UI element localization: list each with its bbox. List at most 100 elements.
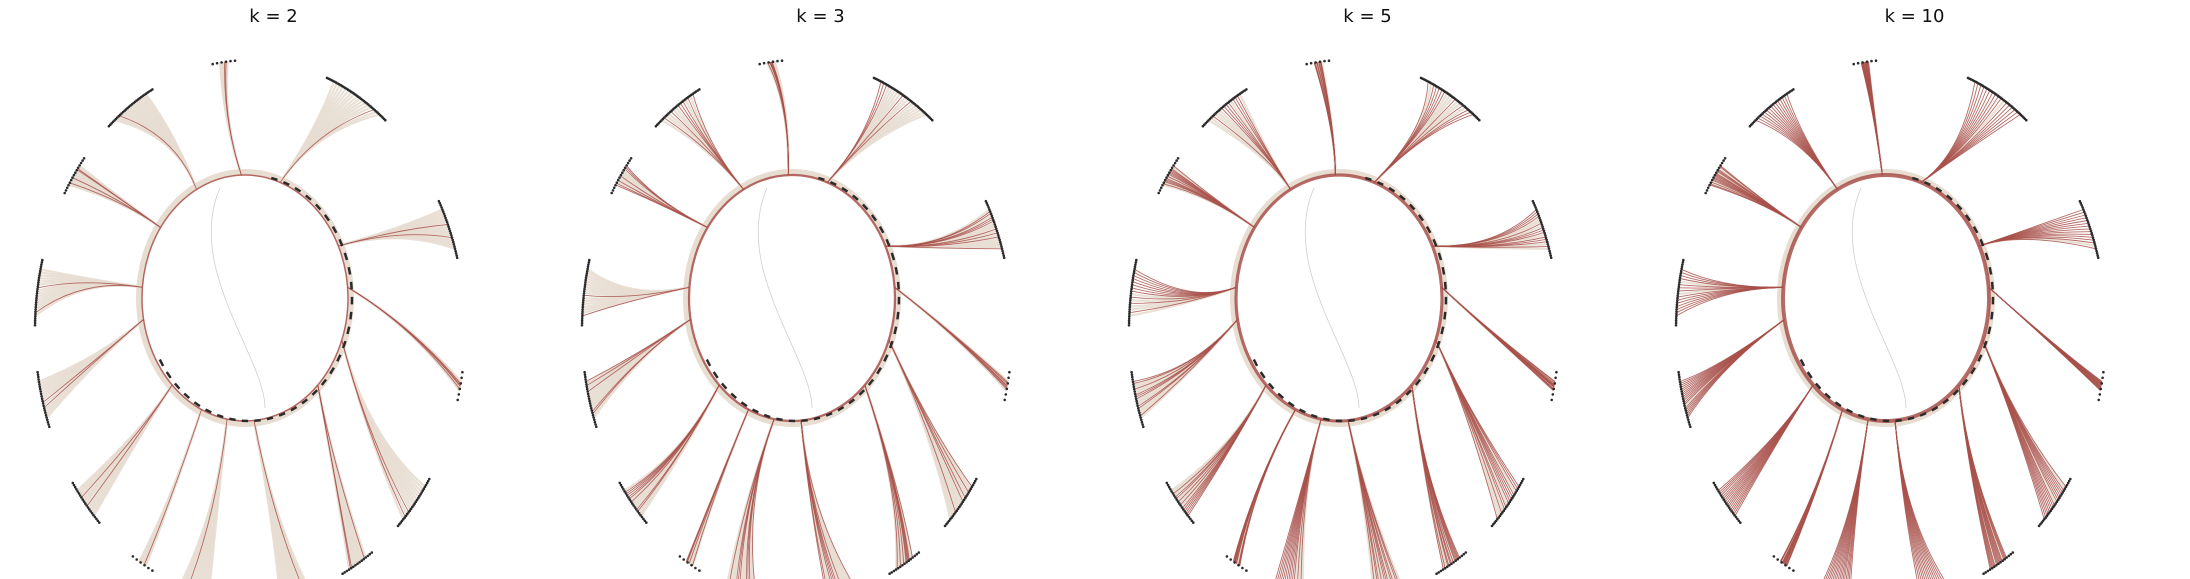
leaf-node xyxy=(2092,238,2095,242)
leaf-node xyxy=(1172,164,1175,167)
inner-node xyxy=(1870,417,1877,422)
highlighted-edge xyxy=(86,384,173,507)
highlighted-edge xyxy=(1982,339,2062,495)
inner-node xyxy=(841,186,849,193)
leaf-node xyxy=(970,485,974,489)
leaf-node xyxy=(345,569,349,573)
leaf-node xyxy=(1184,512,1188,515)
leaf-node xyxy=(587,395,590,398)
leaf-node xyxy=(1723,157,1727,160)
inner-node xyxy=(290,406,298,412)
base-edge xyxy=(893,286,1008,392)
leaf-node xyxy=(1683,406,1687,410)
leaf-node xyxy=(1704,191,1707,195)
highlighted-edge xyxy=(224,61,242,176)
leaf-node xyxy=(441,208,444,211)
leaf-node xyxy=(1679,383,1682,386)
leaf-node xyxy=(1551,393,1555,396)
leaf-node xyxy=(586,392,590,396)
leaf-node xyxy=(1165,176,1168,179)
inner-node xyxy=(1972,225,1979,234)
leaf-node xyxy=(1678,375,1681,379)
base-edge xyxy=(1981,339,2066,490)
leaf-node xyxy=(73,485,77,489)
leaf-node xyxy=(591,411,594,415)
highlighted-edge xyxy=(1187,384,1267,517)
leaf-node xyxy=(1537,214,1541,218)
leaf-node xyxy=(581,301,585,304)
leaf-node xyxy=(1140,418,1143,422)
inner-node xyxy=(851,194,859,201)
leaf-node xyxy=(992,218,995,222)
leaf-node xyxy=(439,204,443,207)
leaf-node xyxy=(1710,178,1714,182)
leaf-node xyxy=(85,504,88,507)
leaf-node xyxy=(459,382,463,385)
inner-node xyxy=(1984,252,1990,261)
leaf-node xyxy=(585,383,588,386)
leaf-node xyxy=(1128,314,1131,318)
leaf-node xyxy=(1128,301,1132,304)
inner-node xyxy=(894,266,899,275)
leaf-node xyxy=(64,189,68,192)
leaf-node xyxy=(1201,124,1205,128)
inner-node xyxy=(1430,354,1436,362)
inner-node xyxy=(1911,176,1919,181)
leaf-node xyxy=(78,164,81,167)
leaf-node xyxy=(992,221,996,224)
base-edge xyxy=(347,286,461,389)
highlighted-edge xyxy=(338,224,448,247)
leaf-node xyxy=(999,243,1003,246)
leaf-node xyxy=(88,508,91,511)
leaf-node xyxy=(1128,305,1132,309)
leaf-node xyxy=(1679,272,1683,275)
leaf-node xyxy=(42,404,45,408)
leaf-node xyxy=(36,370,39,374)
leaf-node xyxy=(997,234,1000,237)
leaf-node xyxy=(1678,278,1681,282)
leaf-node xyxy=(1458,556,1461,559)
leaf-node xyxy=(76,166,80,170)
leaf-node xyxy=(1135,258,1138,262)
leaf-node xyxy=(1170,166,1174,170)
interior-edge xyxy=(757,187,813,409)
leaf-node xyxy=(2064,485,2068,489)
leaf-node xyxy=(40,397,44,401)
leaf-node xyxy=(92,513,95,517)
leaf-node xyxy=(1548,252,1552,255)
leaf-node xyxy=(1731,512,1735,515)
leaf-node xyxy=(1988,568,1992,571)
inner-node xyxy=(193,401,201,408)
leaf-node xyxy=(445,221,449,224)
leaf-node xyxy=(1520,479,1524,483)
leaf-node xyxy=(973,479,977,483)
leaf-node xyxy=(82,500,86,503)
leaf-node xyxy=(1130,373,1134,377)
leaf-node xyxy=(580,321,584,325)
leaf-node xyxy=(448,227,451,231)
leaf-node xyxy=(447,225,450,228)
leaf-node xyxy=(440,206,443,209)
leaf-node xyxy=(67,183,70,187)
highlighted-edge xyxy=(1734,384,1814,517)
inner-node xyxy=(1814,382,1822,390)
highlighted-edge xyxy=(1719,384,1814,495)
leaf-node xyxy=(1870,59,1873,63)
highlighted-edge xyxy=(1825,419,1869,579)
inner-node xyxy=(294,186,302,193)
leaf-node xyxy=(39,392,43,396)
base-edge xyxy=(347,286,461,391)
leaf-node xyxy=(1133,267,1136,271)
leaf-node xyxy=(2093,243,2097,246)
inner-node xyxy=(1441,266,1446,275)
leaf-node xyxy=(592,416,595,419)
leaf-node xyxy=(2086,218,2089,222)
inner-node xyxy=(829,180,837,186)
leaf-node xyxy=(75,488,78,491)
leaf-node xyxy=(618,176,621,179)
highlighted-edge xyxy=(663,117,744,190)
leaf-node xyxy=(1714,485,1718,489)
leaf-node xyxy=(1136,406,1140,410)
highlighted-edge xyxy=(1238,409,1296,566)
leaf-node xyxy=(625,494,629,497)
